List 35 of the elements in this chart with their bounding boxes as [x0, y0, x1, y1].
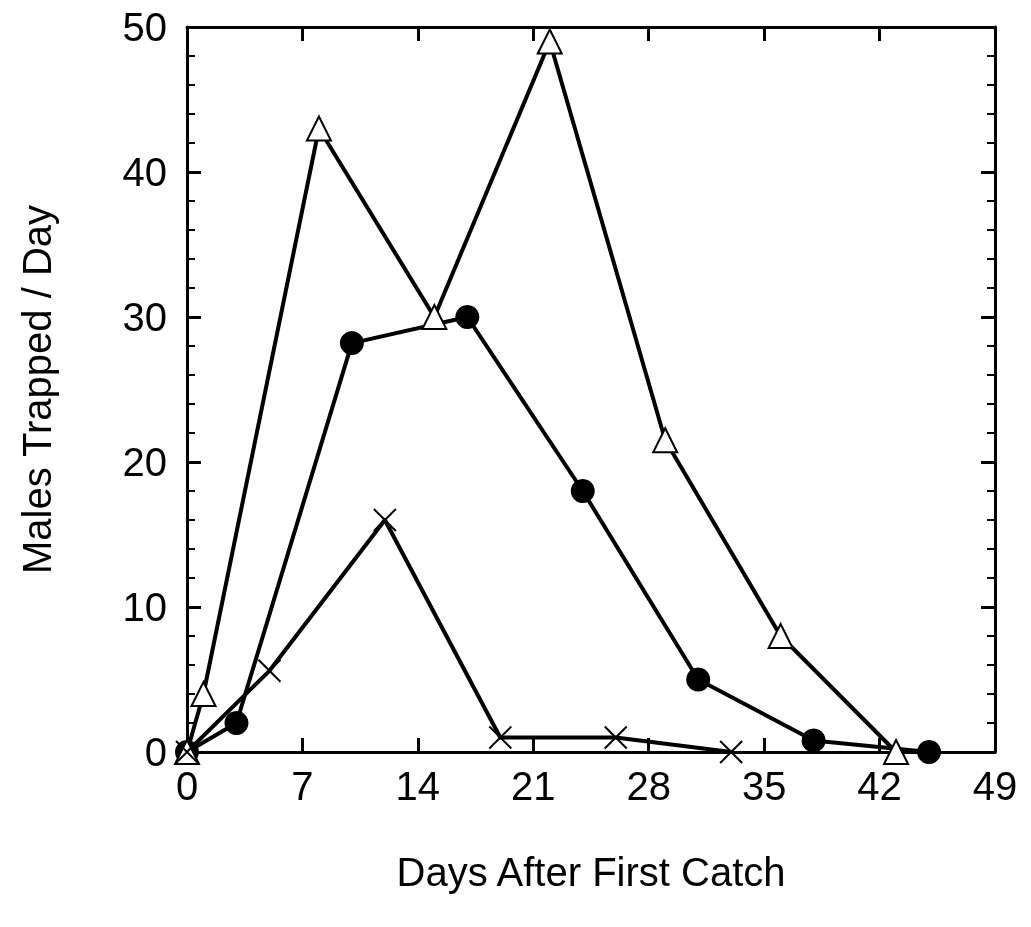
x-tick-label: 7: [291, 764, 314, 808]
point: [224, 711, 249, 735]
x-tick-label: 49: [972, 764, 1018, 808]
y-tick-label: 20: [122, 440, 167, 484]
x-tick-label: 35: [741, 764, 787, 808]
x-tick-label: 14: [395, 764, 441, 808]
x-axis-title: Days After First Catch: [396, 850, 786, 894]
y-tick-label: 50: [122, 5, 167, 49]
point: [536, 28, 563, 55]
y-tick-label: 10: [122, 585, 167, 629]
x-tick-label: 21: [511, 764, 556, 808]
point: [603, 725, 628, 750]
point: [652, 427, 679, 454]
point: [801, 728, 826, 753]
point: [455, 305, 480, 329]
point: [686, 667, 711, 692]
point: [305, 115, 332, 142]
point: [421, 304, 448, 330]
point: [917, 740, 942, 764]
point: [257, 658, 282, 683]
point: [719, 740, 744, 764]
x-tick-label: 0: [175, 764, 199, 808]
point: [883, 739, 910, 765]
point: [190, 681, 217, 707]
point: [339, 331, 364, 356]
y-tick-label: 0: [144, 730, 167, 774]
point: [372, 508, 397, 532]
point: [488, 725, 513, 750]
y-tick-label: 40: [122, 150, 167, 194]
y-tick-label: 30: [122, 295, 167, 339]
point: [767, 623, 794, 649]
y-axis-title: Males Trapped / Day: [15, 204, 59, 575]
x-tick-label: 28: [626, 764, 671, 808]
x-tick-label: 42: [857, 764, 902, 808]
point: [570, 479, 595, 503]
